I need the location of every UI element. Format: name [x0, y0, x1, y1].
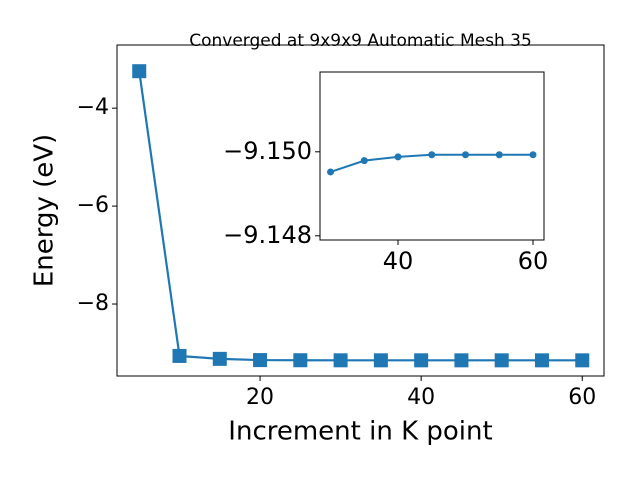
marker [534, 353, 549, 368]
marker [327, 168, 335, 176]
marker [495, 151, 503, 159]
marker [172, 348, 187, 363]
marker [494, 353, 509, 368]
marker [462, 151, 470, 159]
x-tick-label: 40 [407, 385, 435, 410]
marker [212, 351, 227, 366]
y-tick-label: −8 [77, 291, 109, 316]
marker [454, 353, 469, 368]
marker [132, 64, 147, 79]
marker [333, 353, 348, 368]
x-axis-label: Increment in K point [228, 417, 492, 447]
marker [394, 153, 402, 161]
marker [373, 353, 388, 368]
y-tick-label: −6 [77, 193, 109, 218]
y-axis-label: Energy (eV) [30, 134, 60, 287]
y-tick-label: −9.150 [223, 137, 312, 165]
y-tick-label: −9.148 [223, 221, 312, 249]
x-tick-label: 60 [518, 247, 549, 275]
marker [253, 353, 268, 368]
chart-title: Converged at 9x9x9 Automatic Mesh 35 [189, 31, 532, 51]
marker [529, 151, 537, 159]
marker [414, 353, 429, 368]
y-tick-label: −4 [77, 95, 109, 120]
marker [360, 157, 368, 165]
x-tick-label: 40 [383, 247, 414, 275]
marker [293, 353, 308, 368]
x-tick-label: 60 [568, 385, 596, 410]
marker [575, 353, 590, 368]
marker [428, 151, 436, 159]
x-tick-label: 20 [246, 385, 274, 410]
